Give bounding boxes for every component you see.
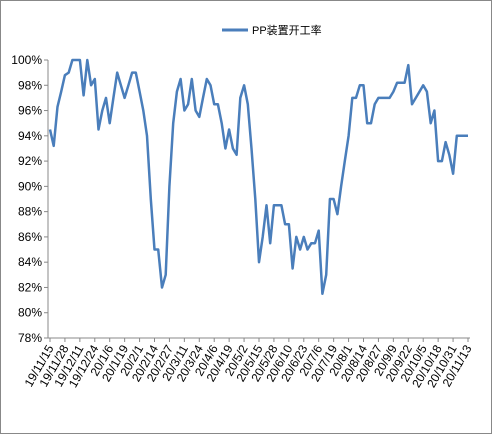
y-tick-label: 80%	[18, 306, 42, 320]
y-tick-label: 100%	[11, 53, 42, 67]
y-tick-label: 84%	[18, 255, 42, 269]
y-tick-label: 78%	[18, 331, 42, 345]
y-tick-label: 94%	[18, 129, 42, 143]
y-tick-label: 96%	[18, 104, 42, 118]
line-series	[48, 58, 468, 296]
y-tick-label: 86%	[18, 230, 42, 244]
y-tick-label: 98%	[18, 78, 42, 92]
legend-label: PP装置开工率	[252, 23, 322, 37]
y-tick-label: 82%	[18, 280, 42, 294]
y-tick-label: 88%	[18, 205, 42, 219]
y-tick-label: 92%	[18, 154, 42, 168]
y-tick-label: 90%	[18, 179, 42, 193]
